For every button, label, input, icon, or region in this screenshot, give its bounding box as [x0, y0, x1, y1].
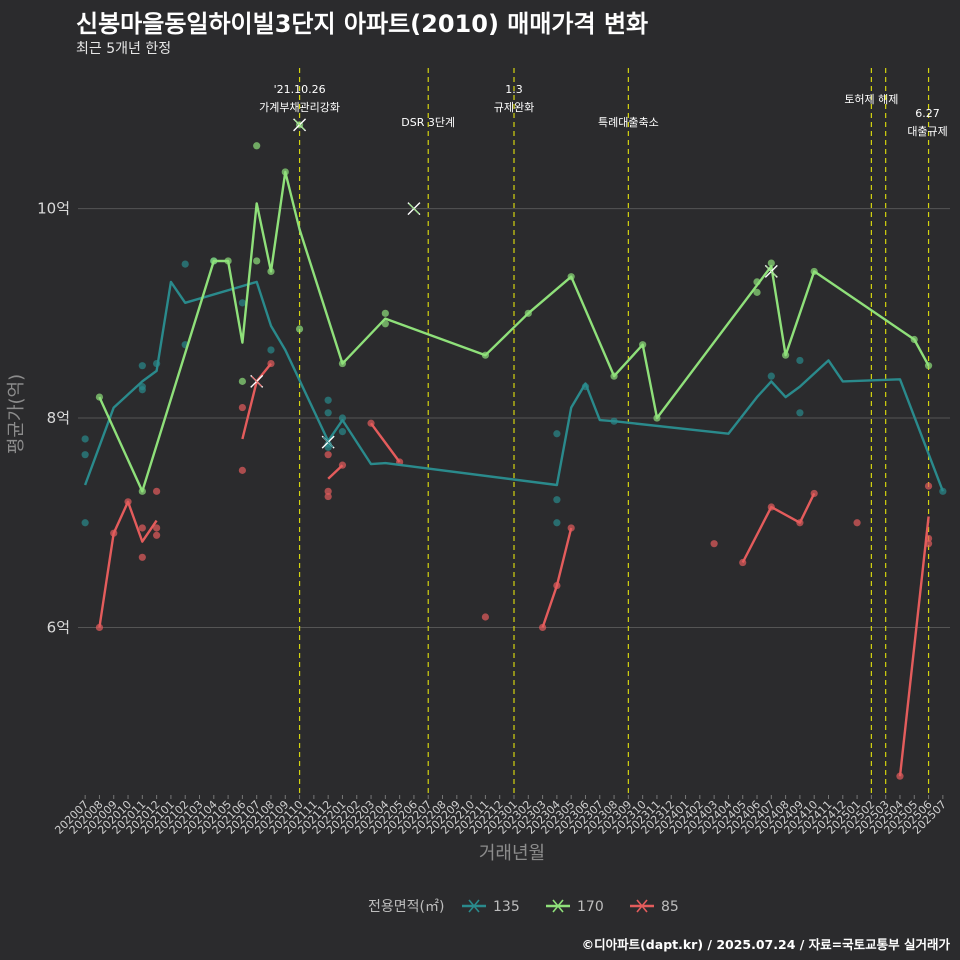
series-line-85 [541, 527, 573, 628]
data-point-85 [710, 540, 718, 548]
cross-markers [250, 118, 778, 449]
data-point-85 [924, 482, 933, 490]
event-label: '21.10.26 [274, 83, 326, 96]
data-point-135 [553, 519, 561, 527]
series-line-85 [327, 464, 344, 480]
data-point-170 [253, 142, 261, 150]
legend-item-170: 170 [546, 899, 604, 915]
legend-title: 전용면적(㎡) [368, 899, 444, 915]
cross-stroke [251, 376, 263, 387]
data-point-135 [81, 519, 89, 527]
data-point-135 [138, 362, 146, 370]
legend-cross [636, 899, 648, 913]
legend-label: 135 [493, 899, 520, 915]
data-point-85 [138, 553, 146, 561]
data-point-135 [796, 409, 804, 417]
data-point-170 [381, 309, 389, 317]
source-caption: ©디아파트(dapt.kr) / 2025.07.24 / 자료=국토교통부 실… [581, 937, 950, 952]
cross-marker-170 [407, 202, 421, 216]
cross-stroke [294, 119, 305, 131]
data-point-85 [324, 492, 332, 501]
series-line-85 [370, 422, 401, 463]
series-line-170 [98, 170, 930, 493]
chart-title: 신봉마을동일하이빌3단지 아파트(2010) 매매가격 변화 [76, 10, 649, 38]
legend: 전용면적(㎡) 135 170 85 [368, 899, 679, 915]
scatter-points [81, 121, 947, 780]
data-point-85 [567, 524, 575, 532]
series-line-85 [98, 500, 158, 628]
chart-subtitle: 최근 5개년 한정 [76, 41, 172, 57]
data-point-85 [324, 451, 332, 459]
event-label: 가계부채관리강화 [259, 101, 340, 114]
y-tick-label: 10억 [37, 200, 70, 218]
cross-marker-170 [293, 118, 307, 132]
event-label: 6.27 [915, 107, 940, 120]
event-label: 특례대출축소 [598, 116, 659, 129]
data-point-135 [81, 435, 89, 443]
legend-label: 85 [661, 899, 679, 915]
data-point-135 [796, 356, 804, 365]
series-line-85 [241, 362, 272, 440]
event-label: 토허제 해제 [844, 92, 898, 106]
cross-stroke [322, 436, 334, 448]
data-point-85 [324, 487, 332, 495]
data-point-170 [238, 377, 246, 385]
series-line-85 [898, 516, 930, 777]
series-line-135 [83, 280, 945, 492]
data-point-85 [153, 531, 161, 539]
data-point-135 [138, 386, 146, 394]
data-point-135 [324, 443, 332, 451]
data-point-170 [295, 325, 304, 333]
y-tick-label: 8억 [47, 409, 70, 427]
data-point-85 [153, 487, 161, 495]
cross-marker-170 [764, 264, 778, 278]
series-line-85 [741, 492, 816, 564]
cross-stroke [765, 266, 777, 277]
event-label: 대출규제 [907, 125, 947, 138]
data-point-170 [753, 288, 761, 296]
data-point-135 [324, 396, 332, 404]
event-label: 규제완화 [494, 101, 534, 114]
data-point-85 [238, 403, 246, 412]
data-point-85 [481, 613, 490, 621]
data-point-135 [238, 299, 246, 307]
data-point-135 [767, 372, 775, 380]
data-point-135 [324, 409, 332, 417]
x-axis-title: 거래년월 [479, 843, 545, 864]
data-point-135 [338, 414, 347, 422]
data-point-85 [853, 519, 861, 527]
legend-cross [552, 899, 564, 913]
data-point-135 [338, 428, 347, 436]
y-axis: 6억 8억 10억 [37, 200, 70, 637]
data-point-135 [553, 430, 561, 438]
legend-cross [468, 899, 480, 913]
data-point-85 [153, 524, 161, 532]
legend-item-85: 85 [630, 899, 679, 915]
data-point-170 [253, 257, 261, 265]
y-tick-label: 6억 [47, 618, 70, 636]
series-lines [83, 170, 945, 777]
cross-stroke [408, 203, 420, 214]
cross-marker-85 [250, 374, 264, 388]
x-axis: 2020072020082020092020102020112020122021… [52, 795, 949, 837]
data-point-135 [267, 346, 275, 354]
event-label: 1.3 [505, 83, 523, 96]
data-point-135 [81, 451, 89, 459]
y-axis-title: 평균가(억) [6, 374, 27, 454]
data-point-85 [238, 466, 246, 474]
data-point-135 [553, 496, 561, 504]
data-point-85 [138, 524, 146, 532]
cross-marker-135 [321, 435, 335, 449]
legend-label: 170 [577, 899, 604, 915]
data-point-170 [767, 259, 775, 267]
legend-item-135: 135 [462, 899, 520, 915]
data-point-135 [181, 260, 189, 268]
event-label: DSR 3단계 [401, 116, 455, 129]
